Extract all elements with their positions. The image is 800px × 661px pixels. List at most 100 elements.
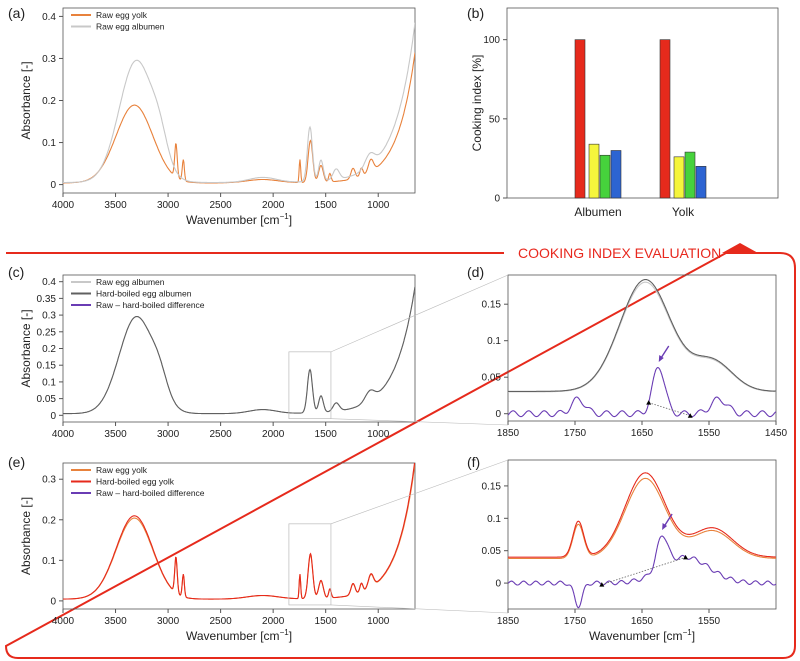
legend-label: Raw egg yolk — [96, 10, 148, 20]
y-tick-label: 100 — [483, 35, 500, 46]
panel-label: (a) — [8, 5, 25, 21]
y-tick-label: 0.15 — [37, 361, 57, 372]
y-axis-label: Absorbance [-] — [19, 309, 33, 387]
series-line — [63, 52, 415, 184]
x-tick-label: 1650 — [631, 428, 654, 439]
panel-e: (e) 4000 3500 3000 2500 2000 1500 1000 0 0.1 0.2 0.… — [8, 454, 416, 643]
x-tick-label: 2000 — [262, 429, 285, 440]
x-axis-label-part: −1 — [683, 628, 693, 637]
series-line — [63, 286, 415, 415]
x-axis-label-part: ] — [692, 629, 695, 643]
baseline-marker — [646, 400, 652, 405]
x-tick-label: 4000 — [52, 429, 75, 440]
legend-label: Raw egg yolk — [96, 465, 148, 475]
legend-label: Raw – hard-boiled difference — [96, 488, 205, 498]
series-line — [508, 535, 776, 609]
panel-b: (b) 0 50 100 Albumen Yolk Cooking index [%] — [467, 5, 779, 219]
x-tick-label: 3500 — [104, 616, 127, 627]
series-line — [508, 477, 776, 560]
x-axis-label: Wavenumber [cm−1] — [186, 212, 292, 227]
bar — [574, 39, 586, 199]
y-tick-label: 0.05 — [482, 373, 502, 384]
baseline-marker — [599, 582, 605, 587]
category-label: Yolk — [672, 205, 695, 219]
x-tick-label: 1650 — [631, 616, 654, 627]
bar — [684, 151, 696, 199]
y-tick-label: 0 — [50, 411, 56, 422]
panel-d: (d) 1850 1750 1650 1550 1450 0 0.05 0.1 0.15 — [467, 264, 788, 439]
y-axis-label: Absorbance [-] — [19, 497, 33, 575]
x-tick-label: 1000 — [367, 200, 390, 211]
x-tick-label: 1850 — [497, 428, 520, 439]
x-tick-label: 1000 — [367, 429, 390, 440]
zoom-guide-line — [330, 459, 509, 525]
y-tick-label: 0 — [495, 409, 501, 420]
bar — [673, 156, 685, 199]
y-tick-label: 0.2 — [42, 96, 56, 107]
baseline-line — [648, 402, 691, 417]
x-tick-label: 4000 — [52, 616, 75, 627]
x-tick-label: 1750 — [564, 428, 587, 439]
x-axis-label-part: Wavenumber [cm — [589, 629, 683, 643]
y-tick-label: 0 — [494, 194, 500, 205]
plot-frame — [62, 7, 416, 194]
y-tick-label: 0 — [50, 180, 56, 191]
legend-label: Raw egg albumen — [96, 22, 165, 32]
y-tick-label: 0.2 — [42, 344, 56, 355]
bar — [610, 150, 622, 199]
series-line — [63, 22, 415, 184]
y-tick-label: 0.4 — [42, 12, 56, 23]
x-tick-label: 3500 — [104, 429, 127, 440]
x-tick-label: 1550 — [698, 616, 721, 627]
y-tick-label: 0.1 — [487, 514, 501, 525]
x-axis-label: Wavenumber [cm−1] — [186, 628, 292, 643]
plot-frame — [62, 462, 416, 610]
y-tick-label: 0.1 — [42, 556, 56, 567]
y-tick-label: 0.15 — [482, 481, 502, 492]
x-tick-label: 2500 — [209, 429, 232, 440]
x-tick-label: 1850 — [497, 616, 520, 627]
y-tick-label: 0.05 — [482, 546, 502, 557]
zoom-guide-line — [330, 274, 509, 353]
category-label: Albumen — [574, 205, 621, 219]
zoom-box — [288, 351, 332, 420]
y-tick-label: 0.05 — [37, 394, 57, 405]
x-axis-label-part: ] — [289, 213, 292, 227]
bar — [588, 143, 600, 199]
panel-label: (b) — [467, 5, 484, 21]
x-tick-label: 2000 — [262, 200, 285, 211]
y-tick-label: 0.3 — [42, 475, 56, 486]
cooking-index-frame — [4, 252, 796, 659]
banner-title: COOKING INDEX EVALUATION — [518, 245, 721, 261]
peak-arrow-head — [658, 354, 664, 362]
bar — [659, 39, 671, 199]
panel-label: (e) — [8, 454, 25, 470]
y-tick-label: 0 — [50, 596, 56, 607]
baseline-marker — [687, 413, 693, 418]
x-axis-label-part: −1 — [280, 212, 290, 221]
series-line — [508, 472, 776, 558]
legend-label: Raw – hard-boiled difference — [96, 300, 205, 310]
legend-label: Hard-boiled egg albumen — [96, 289, 192, 299]
series-line — [63, 463, 415, 600]
zoom-guide-line — [330, 604, 509, 614]
y-axis-label: Cooking index [%] — [470, 55, 484, 152]
x-tick-label: 2500 — [209, 200, 232, 211]
x-tick-label: 1500 — [315, 200, 338, 211]
x-tick-label: 1000 — [367, 616, 390, 627]
zoom-guide-line — [330, 418, 509, 426]
x-tick-label: 3500 — [104, 200, 127, 211]
plot-frame — [506, 7, 779, 199]
legend-label: Hard-boiled egg yolk — [96, 477, 175, 487]
series-line — [508, 367, 776, 418]
y-tick-label: 0.4 — [42, 277, 56, 288]
panel-label: (f) — [467, 454, 480, 470]
x-axis-label-part: ] — [289, 629, 292, 643]
x-tick-label: 1500 — [315, 616, 338, 627]
x-axis-label: Wavenumber [cm−1] — [589, 628, 695, 643]
panel-a: (a) 4000 3500 3000 2500 2000 1500 1000 0 0.1 0.2 0.… — [8, 5, 416, 227]
y-tick-label: 0.3 — [42, 54, 56, 65]
bar — [695, 166, 707, 199]
frame-marker — [722, 243, 758, 253]
